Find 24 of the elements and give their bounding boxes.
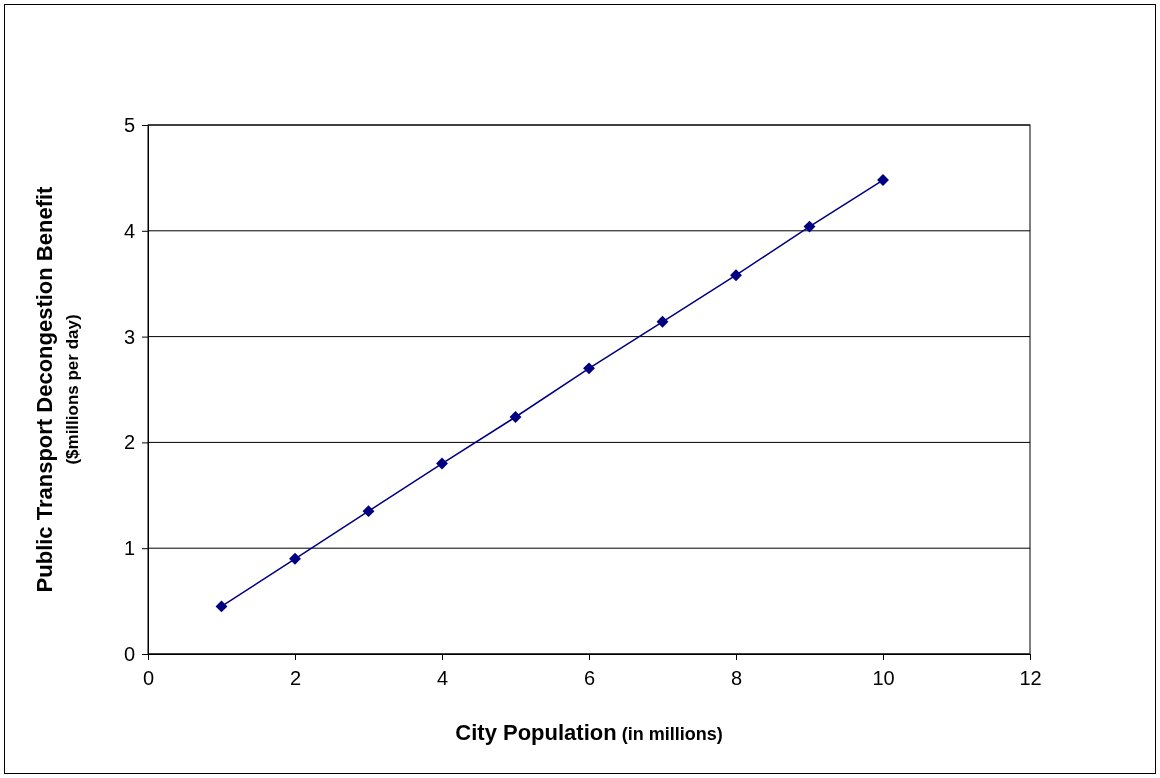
x-tick-label: 0 [142, 667, 155, 689]
point [362, 505, 375, 518]
y-tick-label: 2 [123, 431, 135, 454]
x-tick-label: 6 [583, 667, 596, 689]
point [215, 600, 228, 613]
point [583, 362, 595, 375]
point [436, 457, 448, 470]
point [289, 552, 301, 565]
point [509, 411, 522, 423]
x-tick-label: 2 [289, 667, 302, 689]
y-tick-label: 4 [123, 219, 135, 242]
y-axis-title: Public Transport Decongestion Benefit ($millions per day) [32, 185, 82, 593]
y-tick-label: 3 [123, 325, 135, 348]
x-tick-label: 10 [872, 667, 895, 689]
y-tick-label: 5 [123, 113, 135, 136]
point [656, 315, 669, 328]
y-tick-label: 1 [123, 537, 135, 560]
point [730, 269, 742, 282]
x-axis-title: City Population (in millions) [455, 720, 723, 745]
y-tick-label: 0 [123, 642, 135, 665]
x-tick-label: 12 [1019, 667, 1042, 689]
x-tick-label: 8 [730, 667, 743, 689]
point [803, 220, 816, 233]
x-tick-label: 4 [436, 667, 449, 689]
